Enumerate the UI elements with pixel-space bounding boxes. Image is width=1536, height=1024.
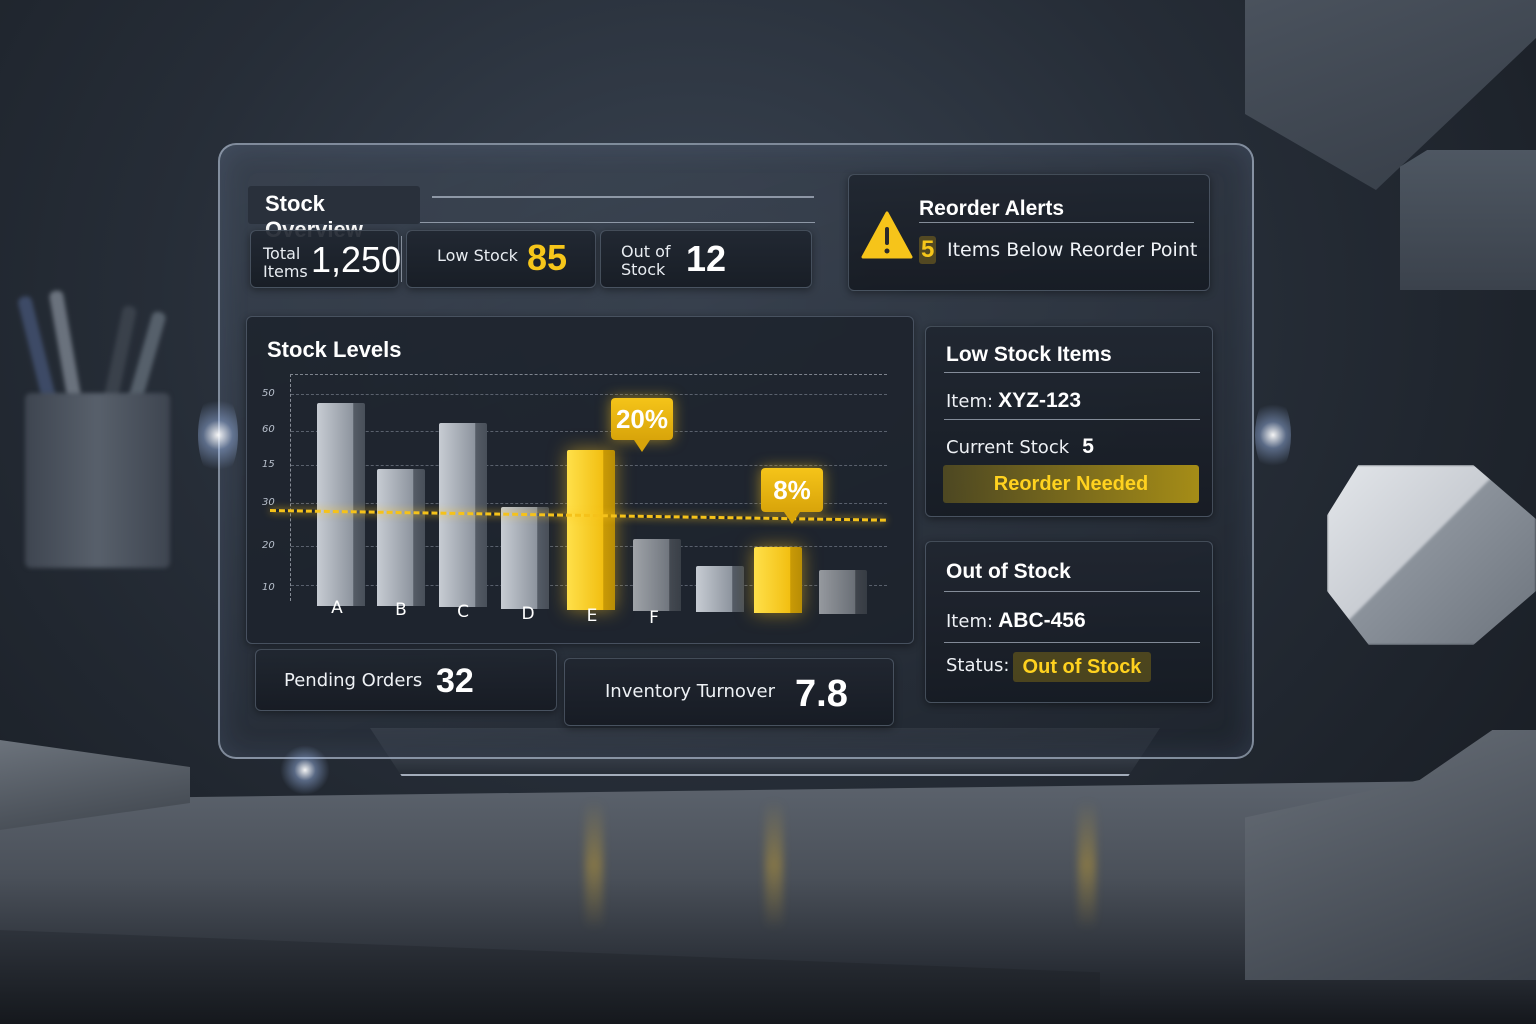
stat-label: Stock — [621, 260, 666, 279]
bar-group — [290, 374, 886, 614]
kpi-inventory-turnover[interactable]: Inventory Turnover 7.8 — [564, 658, 894, 726]
pen-holder — [25, 393, 170, 568]
item-label: Item: — [946, 611, 994, 632]
pencil — [48, 289, 82, 401]
low-stock-item-row: Item: XYZ-123 — [946, 389, 1081, 413]
item-value: XYZ-123 — [998, 389, 1082, 412]
wall-panel-shape-lower — [1400, 150, 1536, 290]
reorder-needed-label: Reorder Needed — [993, 473, 1149, 495]
status-label: Status: — [946, 655, 1010, 676]
gridline — [291, 394, 887, 395]
out-of-stock-item-row: Item: ABC-456 — [946, 609, 1086, 633]
alert-count-badge: 5 — [919, 236, 937, 264]
bar-i[interactable] — [819, 570, 867, 614]
stat-total-items[interactable]: Total Items 1,250 — [250, 230, 402, 288]
stat-value: 1,250 — [311, 239, 402, 280]
warning-triangle-icon — [861, 211, 913, 259]
kpi-value: 7.8 — [795, 673, 848, 715]
divider — [420, 222, 815, 223]
stock-overview-title-tab: Stock Overview — [248, 186, 420, 242]
bar-d[interactable] — [501, 507, 549, 609]
annotation-callout-h: 8% — [761, 468, 823, 524]
y-tick: 20 — [262, 540, 275, 551]
annotation-text: 20% — [615, 404, 669, 434]
light-flare — [280, 745, 330, 795]
stat-low-stock[interactable]: Low Stock 85 — [406, 230, 596, 288]
reorder-needed-button[interactable]: Reorder Needed — [943, 465, 1199, 503]
reflection — [585, 800, 603, 930]
kpi-label: Inventory Turnover — [605, 681, 775, 702]
bar-c[interactable] — [439, 423, 487, 607]
reflection — [1078, 800, 1096, 930]
out-of-stock-panel[interactable]: Out of Stock Item: ABC-456 Status: Out o… — [925, 541, 1213, 703]
x-label: B — [395, 600, 407, 620]
item-value: ABC-456 — [998, 609, 1086, 632]
alert-message: Items Below Reorder Point — [947, 239, 1198, 261]
y-tick: 30 — [262, 497, 275, 508]
bar-e-highlight[interactable] — [567, 450, 615, 610]
x-label: A — [331, 598, 343, 618]
out-of-stock-title: Out of Stock — [946, 560, 1071, 583]
stat-label: Items — [263, 262, 308, 281]
bar-h-highlight[interactable] — [754, 547, 802, 613]
x-label: F — [649, 608, 659, 628]
x-label: E — [586, 606, 598, 626]
y-tick: 50 — [262, 388, 275, 399]
annotation-callout-e: 20% — [611, 398, 673, 452]
stock-levels-title: Stock Levels — [267, 337, 402, 362]
low-stock-items-title: Low Stock Items — [946, 343, 1112, 366]
alert-count: 5 — [921, 236, 935, 263]
divider — [944, 591, 1200, 592]
stat-label: Low Stock — [437, 246, 518, 265]
light-flare — [198, 390, 238, 480]
kpi-value: 32 — [436, 662, 474, 700]
y-tick: 15 — [262, 459, 275, 470]
low-stock-items-panel[interactable]: Low Stock Items Item: XYZ-123 Current St… — [925, 326, 1213, 517]
stat-value: 12 — [686, 238, 727, 279]
divider — [432, 196, 814, 198]
divider — [919, 222, 1194, 223]
divider — [401, 236, 402, 282]
x-label: D — [521, 604, 535, 624]
divider — [944, 642, 1200, 643]
reflection — [765, 800, 783, 930]
stat-label: Out of — [621, 242, 671, 261]
bar-f[interactable] — [633, 539, 681, 611]
decorative-block — [1245, 730, 1536, 980]
kpi-label: Pending Orders — [284, 670, 423, 691]
item-label: Item: — [946, 391, 994, 412]
y-tick: 10 — [262, 582, 275, 593]
reorder-alerts-panel[interactable]: Reorder Alerts 5 Items Below Reorder Poi… — [848, 174, 1210, 291]
kpi-pending-orders[interactable]: Pending Orders 32 — [255, 649, 557, 711]
status-badge: Out of Stock — [1013, 652, 1151, 682]
status-value: Out of Stock — [1022, 656, 1142, 678]
y-tick: 60 — [262, 424, 275, 435]
annotation-text: 8% — [773, 475, 811, 505]
bar-b[interactable] — [377, 469, 425, 606]
light-flare — [1255, 395, 1291, 475]
current-stock-row: Current Stock 5 — [946, 435, 1094, 459]
gridline — [291, 431, 887, 432]
reorder-alerts-title: Reorder Alerts — [919, 197, 1065, 220]
bar-g[interactable] — [696, 566, 744, 612]
current-stock-label: Current Stock — [946, 437, 1070, 458]
stat-label: Total — [263, 244, 301, 263]
decorative-polyhedron — [1327, 465, 1536, 645]
stat-out-of-stock[interactable]: Out of Stock 12 — [600, 230, 812, 288]
divider — [944, 372, 1200, 373]
x-label: C — [457, 602, 469, 622]
bar-a[interactable] — [317, 403, 365, 606]
divider — [944, 419, 1200, 420]
current-stock-value: 5 — [1082, 435, 1094, 458]
stat-value: 85 — [527, 237, 568, 278]
